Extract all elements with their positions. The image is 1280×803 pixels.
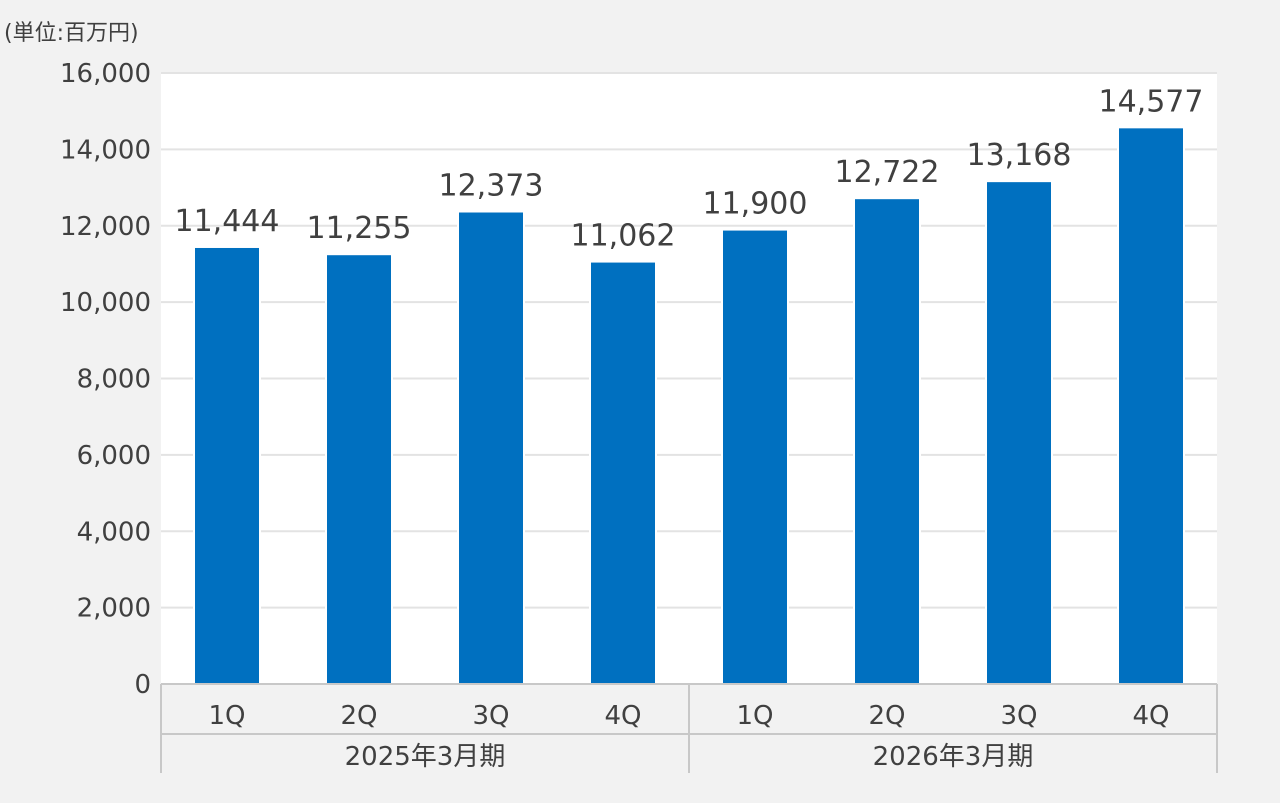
x-axis: 1Q 2Q 3Q 4Q 1Q 2Q 3Q 4Q 2025年3月期 2026年3月期 (160, 683, 1218, 773)
x-tick-label: 4Q (604, 701, 641, 731)
data-label: 12,722 (835, 155, 940, 190)
y-tick-label: 14,000 (60, 135, 151, 165)
y-tick-label: 4,000 (77, 517, 151, 547)
x-tick-label: 3Q (472, 701, 509, 731)
bar (193, 245, 261, 686)
bar (853, 197, 921, 685)
data-label: 11,444 (175, 204, 280, 239)
data-label: 11,900 (703, 187, 808, 222)
bar (1117, 126, 1185, 685)
y-tick-label: 10,000 (60, 288, 151, 318)
bar (325, 253, 393, 686)
y-tick-label: 2,000 (77, 594, 151, 624)
y-tick-label: 16,000 (60, 59, 151, 89)
data-labels: 11,444 11,255 12,373 11,062 11,900 12,722 13,1… (175, 84, 1204, 253)
y-tick-label: 8,000 (77, 365, 151, 395)
bar (589, 260, 657, 685)
bar (985, 180, 1053, 685)
x-tick-label: 1Q (736, 701, 773, 731)
x-tick-label: 4Q (1132, 701, 1169, 731)
bar (721, 228, 789, 685)
unit-label: (単位:百万円) (4, 21, 139, 46)
data-label: 11,062 (571, 219, 676, 254)
x-group-label: 2026年3月期 (873, 742, 1034, 772)
x-tick-label: 2Q (868, 701, 905, 731)
data-label: 14,577 (1099, 84, 1204, 119)
bar (457, 210, 525, 685)
y-axis: 0 2,000 4,000 6,000 8,000 10,000 12,000 14,000 1… (60, 59, 151, 700)
data-label: 11,255 (307, 211, 412, 246)
data-label: 13,168 (967, 138, 1072, 173)
x-tick-label: 3Q (1000, 701, 1037, 731)
y-tick-label: 12,000 (60, 212, 151, 242)
data-label: 12,373 (439, 169, 544, 204)
x-group-label: 2025年3月期 (345, 742, 506, 772)
bars (193, 126, 1185, 686)
y-tick-label: 6,000 (77, 441, 151, 471)
x-tick-label: 2Q (340, 701, 377, 731)
x-tick-label: 1Q (208, 701, 245, 731)
y-tick-label: 0 (134, 670, 151, 700)
